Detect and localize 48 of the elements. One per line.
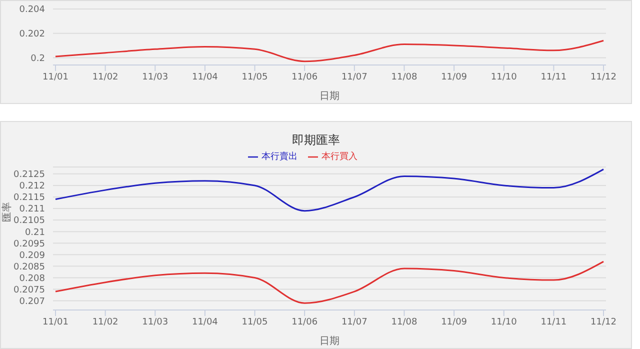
x-tick-label: 11/08 — [391, 317, 418, 328]
x-tick-label: 11/11 — [540, 317, 567, 328]
x-tick-label: 11/07 — [341, 72, 368, 82]
y-axis-title: 匯率 — [0, 202, 14, 222]
x-tick-label: 11/04 — [192, 317, 218, 328]
x-axis-title: 日期 — [320, 90, 340, 102]
y-tick-label: 0.212 — [19, 182, 45, 192]
y-tick-label: 0.2105 — [14, 216, 45, 226]
y-tick-label: 0.2115 — [14, 193, 45, 204]
x-tick-label: 11/12 — [590, 317, 616, 328]
y-tick-label: 0.204 — [19, 5, 46, 16]
x-tick-label: 11/05 — [242, 317, 268, 328]
x-tick-label: 11/01 — [42, 72, 68, 82]
x-tick-label: 11/10 — [490, 317, 518, 328]
x-tick-label: 11/06 — [292, 317, 318, 328]
y-tick-label: 0.2 — [30, 54, 45, 64]
y-tick-label: 0.2085 — [14, 262, 45, 272]
x-tick-label: 11/01 — [42, 317, 68, 328]
x-tick-label: 11/11 — [540, 72, 567, 82]
y-tick-label: 0.21 — [24, 228, 45, 238]
x-tick-label: 11/02 — [92, 317, 118, 328]
x-tick-label: 11/05 — [242, 72, 268, 82]
x-tick-label: 11/02 — [92, 72, 118, 82]
x-tick-label: 11/12 — [590, 72, 616, 82]
y-tick-label: 0.207 — [19, 296, 45, 307]
x-tick-label: 11/09 — [441, 72, 468, 82]
y-tick-label: 0.202 — [19, 30, 45, 40]
x-tick-label: 11/07 — [341, 317, 368, 328]
x-axis-title: 日期 — [320, 335, 340, 347]
line-series — [54, 260, 604, 304]
x-tick-label: 11/04 — [192, 72, 218, 82]
x-tick-label: 11/03 — [142, 317, 168, 328]
x-tick-label: 11/03 — [142, 72, 168, 82]
y-tick-label: 0.2125 — [14, 170, 45, 180]
legend-label: 本行買入 — [322, 152, 358, 162]
y-tick-label: 0.209 — [19, 250, 46, 261]
line-series — [54, 168, 604, 212]
x-tick-label: 11/09 — [441, 317, 468, 328]
y-tick-label: 0.208 — [19, 274, 46, 284]
y-tick-label: 0.2075 — [14, 285, 45, 296]
x-tick-label: 11/08 — [391, 72, 418, 82]
legend-label: 本行賣出 — [262, 152, 298, 162]
line-series — [54, 40, 604, 62]
y-tick-label: 0.2095 — [14, 239, 45, 250]
x-tick-label: 11/10 — [490, 72, 518, 82]
x-tick-label: 11/06 — [292, 72, 318, 82]
y-tick-label: 0.211 — [19, 204, 45, 215]
chart-title: 即期匯率 — [291, 132, 341, 149]
